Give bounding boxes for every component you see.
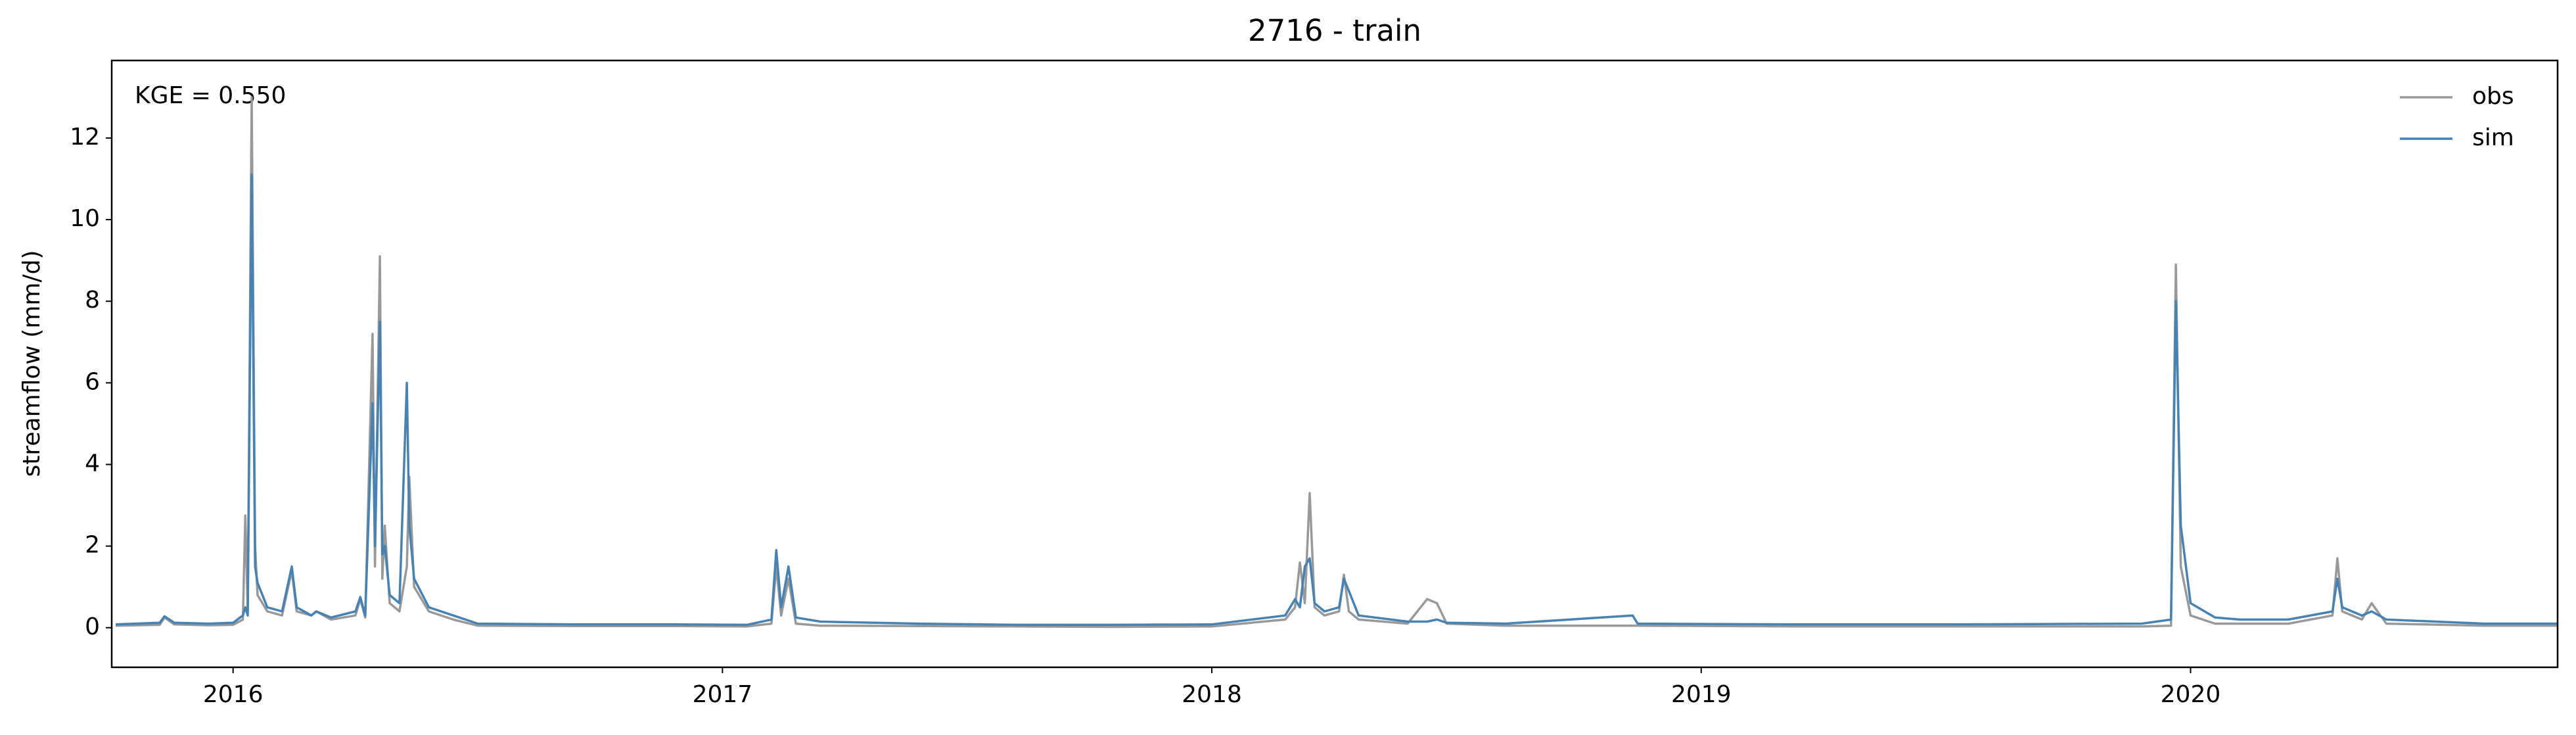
x-tick-label: 2016 (203, 681, 264, 708)
y-tick-label: 2 (85, 532, 100, 559)
y-tick-label: 12 (70, 124, 100, 151)
y-tick-label: 4 (85, 450, 100, 477)
y-tick-label: 8 (85, 287, 100, 314)
series-line (115, 174, 2558, 627)
legend-label: sim (2472, 124, 2514, 151)
x-tick-label: 2020 (2161, 681, 2221, 708)
y-axis-label: streamflow (mm/d) (18, 250, 45, 477)
y-tick-label: 6 (85, 368, 100, 395)
series-line (115, 96, 2558, 628)
x-tick-label: 2019 (1671, 681, 1732, 708)
y-tick-label: 10 (70, 205, 100, 232)
x-tick-label: 2018 (1182, 681, 1242, 708)
legend-label: obs (2472, 83, 2514, 110)
x-tick-label: 2017 (693, 681, 753, 708)
plot-frame (110, 59, 2559, 669)
y-tick-label: 0 (85, 613, 100, 640)
chart-title: 2716 - train (1248, 13, 1421, 48)
annotation: KGE = 0.550 (135, 82, 286, 109)
